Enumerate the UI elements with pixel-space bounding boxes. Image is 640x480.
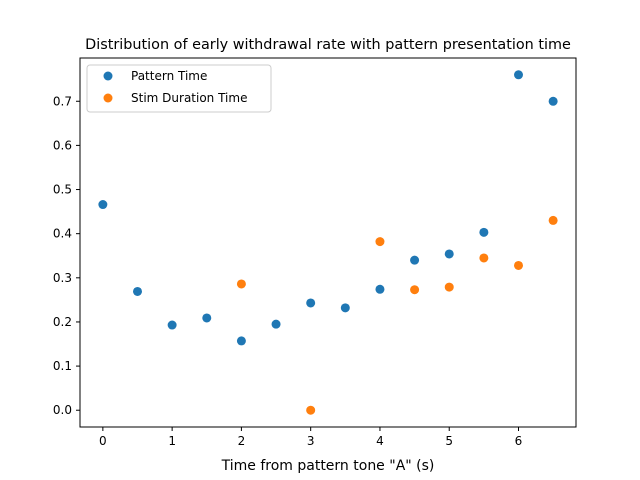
pattern-time-point	[202, 313, 212, 323]
legend-box	[86, 64, 272, 113]
y-tick-label: 0.7	[53, 94, 72, 108]
y-tick-label: 0.4	[53, 227, 72, 241]
y-tick-label: 0.6	[53, 138, 72, 152]
y-tick-label: 0.2	[53, 315, 72, 329]
pattern-time-point	[271, 319, 281, 329]
stim-duration-point	[306, 405, 316, 415]
pattern-time-point	[306, 298, 316, 308]
y-tick-label: 0.1	[53, 359, 72, 373]
stim-duration-point	[410, 285, 420, 295]
stim-duration-point	[548, 215, 558, 225]
stim-duration-point	[236, 279, 246, 289]
x-tick-label: 2	[238, 434, 246, 448]
x-axis-ticks: 0 1 2 3 4 5 6	[99, 427, 522, 448]
y-tick-label: 0.0	[53, 403, 72, 417]
pattern-time-point	[514, 70, 524, 80]
pattern-time-point	[444, 249, 454, 259]
legend: Pattern Time Stim Duration Time	[86, 64, 272, 113]
plot-frame	[79, 57, 577, 428]
stim-duration-point	[479, 253, 489, 263]
x-tick-label: 3	[307, 434, 315, 448]
plot-area	[80, 58, 576, 427]
y-tick-label: 0.3	[53, 271, 72, 285]
y-tick-label: 0.5	[53, 183, 72, 197]
pattern-time-point	[548, 96, 558, 106]
x-tick-label: 0	[99, 434, 107, 448]
pattern-time-point	[375, 284, 385, 294]
y-axis-ticks: 0.0 0.1 0.2 0.3 0.4 0.5 0.6 0.7	[53, 94, 80, 417]
pattern-time-point	[410, 255, 420, 265]
legend-marker	[103, 71, 113, 81]
pattern-time-point	[479, 227, 489, 237]
pattern-time-point	[236, 336, 246, 346]
x-axis-label: Time from pattern tone "A" (s)	[221, 458, 435, 474]
stim-duration-point	[375, 237, 385, 247]
chart-title: Distribution of early withdrawal rate wi…	[85, 37, 571, 53]
legend-label: Pattern Time	[131, 69, 207, 83]
x-tick-label: 6	[515, 434, 523, 448]
pattern-time-point	[340, 303, 350, 313]
pattern-time-point	[167, 320, 177, 330]
legend-marker	[103, 93, 113, 103]
stim-duration-point	[444, 282, 454, 292]
x-tick-label: 4	[376, 434, 384, 448]
pattern-time-point	[132, 286, 142, 296]
legend-label: Stim Duration Time	[131, 91, 247, 105]
x-tick-label: 1	[168, 434, 176, 448]
x-tick-label: 5	[445, 434, 453, 448]
stim-duration-point	[514, 260, 524, 270]
pattern-time-point	[98, 200, 108, 210]
data-points	[98, 70, 558, 415]
